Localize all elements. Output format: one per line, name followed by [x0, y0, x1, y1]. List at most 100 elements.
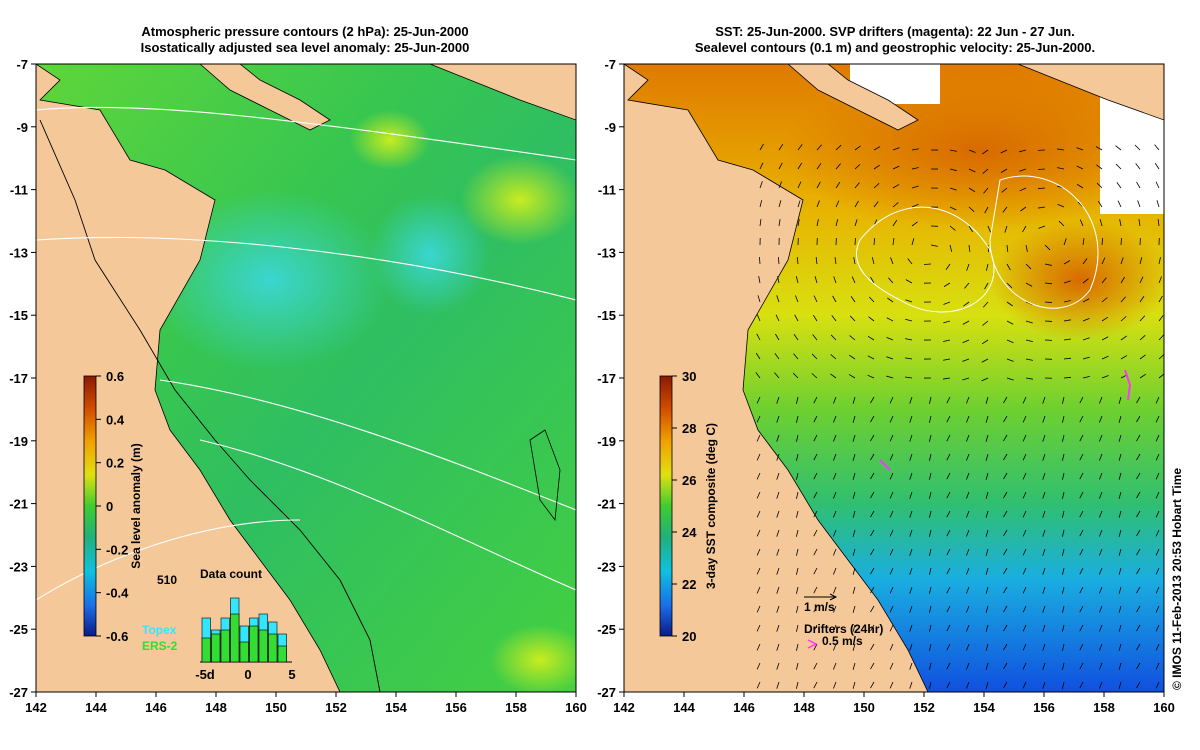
- velocity-vector: [796, 434, 799, 442]
- velocity-vector: [1139, 335, 1146, 341]
- velocity-vector: [796, 415, 799, 423]
- velocity-vector: [811, 353, 818, 360]
- velocity-vector: [759, 143, 764, 151]
- right-lon-tick-label: 154: [973, 700, 995, 715]
- velocity-vector: [946, 681, 951, 689]
- velocity-vector: [813, 624, 818, 632]
- velocity-vector: [1025, 320, 1033, 324]
- histogram-ers2-bar: [277, 645, 287, 663]
- left-lat-tick-label: -27: [9, 685, 28, 700]
- velocity-vector: [756, 333, 761, 341]
- velocity-vector: [1057, 148, 1065, 151]
- velocity-vector: [813, 643, 818, 651]
- sst-colorbar-tick-label: 30: [682, 369, 696, 384]
- velocity-vector: [1101, 375, 1109, 379]
- velocity-vector: [1118, 681, 1122, 689]
- velocity-vector: [929, 453, 932, 461]
- velocity-vector: [1101, 257, 1106, 265]
- velocity-vector: [929, 643, 932, 651]
- velocity-vector: [985, 263, 989, 271]
- velocity-vector: [1137, 200, 1141, 208]
- drifter-speed-label: 0.5 m/s: [822, 634, 863, 648]
- velocity-vector: [1022, 434, 1027, 442]
- velocity-vector: [833, 624, 837, 632]
- velocity-vector: [833, 396, 837, 404]
- copyright-notice: © IMOS 11-Feb-2013 20:53 Hobart Time: [1170, 467, 1184, 690]
- velocity-vector: [1063, 260, 1071, 265]
- velocity-vector: [776, 529, 780, 537]
- velocity-vector: [946, 472, 951, 480]
- velocity-vector: [793, 353, 799, 360]
- velocity-vector: [1136, 529, 1141, 537]
- velocity-vector: [1155, 624, 1160, 632]
- velocity-vector: [946, 548, 951, 556]
- velocity-vector: [1155, 567, 1160, 575]
- velocity-vector: [833, 510, 837, 518]
- velocity-vector: [889, 567, 894, 575]
- velocity-vector: [1136, 643, 1141, 651]
- data-count-histogram: Data count 510 Topex ERS-2 -5d 0 5: [142, 567, 296, 682]
- velocity-vector: [1118, 510, 1122, 518]
- velocity-vector: [1079, 434, 1084, 442]
- velocity-vector: [849, 315, 856, 322]
- velocity-vector: [886, 375, 894, 379]
- velocity-vector: [1120, 316, 1127, 322]
- velocity-vector: [1136, 624, 1141, 632]
- velocity-vector: [835, 163, 841, 170]
- legend-topex: Topex: [142, 623, 177, 637]
- velocity-vector: [835, 181, 841, 189]
- velocity-vector: [1019, 149, 1027, 153]
- velocity-vector: [870, 624, 875, 632]
- right-title-line2: Sealevel contours (0.1 m) and geostrophi…: [694, 40, 1096, 55]
- velocity-vector: [1157, 219, 1160, 227]
- velocity-vector: [1155, 181, 1160, 189]
- velocity-vector: [1006, 320, 1014, 325]
- velocity-vector: [776, 396, 780, 404]
- velocity-vector: [1120, 296, 1126, 303]
- velocity-vector: [870, 276, 875, 284]
- velocity-vector: [816, 163, 822, 170]
- velocity-vector: [929, 681, 932, 689]
- velocity-vector: [1099, 681, 1103, 689]
- velocity-vector: [1139, 354, 1146, 360]
- velocity-vector: [851, 276, 856, 284]
- velocity-vector: [1138, 219, 1141, 227]
- velocity-vector: [964, 282, 970, 289]
- velocity-vector: [966, 548, 970, 556]
- velocity-vector: [1118, 453, 1122, 461]
- velocity-vector: [888, 277, 894, 284]
- velocity-vector: [1057, 203, 1065, 208]
- sla-colorbar-tick-label: -0.4: [106, 586, 129, 601]
- velocity-vector: [1042, 529, 1046, 537]
- velocity-vector: [1118, 662, 1122, 670]
- velocity-vector: [1120, 276, 1125, 284]
- velocity-vector: [946, 434, 951, 442]
- sla-high-anomaly: [350, 110, 430, 170]
- velocity-vector: [1063, 338, 1071, 341]
- histogram-ers2-bar: [258, 629, 268, 663]
- velocity-vector: [852, 681, 856, 689]
- velocity-vector: [1155, 396, 1160, 404]
- velocity-vector: [854, 182, 860, 189]
- velocity-vector: [949, 149, 957, 152]
- velocity-vector: [1063, 280, 1071, 284]
- velocity-vector: [1101, 277, 1107, 284]
- velocity-vector: [870, 643, 875, 651]
- velocity-vector: [1044, 244, 1051, 251]
- velocity-vector: [852, 491, 856, 499]
- velocity-vector: [815, 257, 818, 265]
- velocity-vector: [909, 453, 913, 461]
- velocity-vector: [929, 434, 932, 442]
- velocity-vector: [911, 238, 915, 246]
- velocity-vector: [962, 320, 970, 325]
- velocity-vector: [1155, 605, 1160, 613]
- velocity-vector: [852, 586, 856, 594]
- velocity-vector: [852, 567, 856, 575]
- left-lat-tick-label: -23: [9, 559, 28, 574]
- velocity-vector: [968, 225, 974, 233]
- velocity-vector: [943, 339, 951, 342]
- velocity-vector: [1082, 278, 1089, 284]
- left-lat-tick-label: -9: [16, 120, 28, 135]
- velocity-vector: [1136, 681, 1141, 689]
- velocity-vector: [1099, 567, 1103, 575]
